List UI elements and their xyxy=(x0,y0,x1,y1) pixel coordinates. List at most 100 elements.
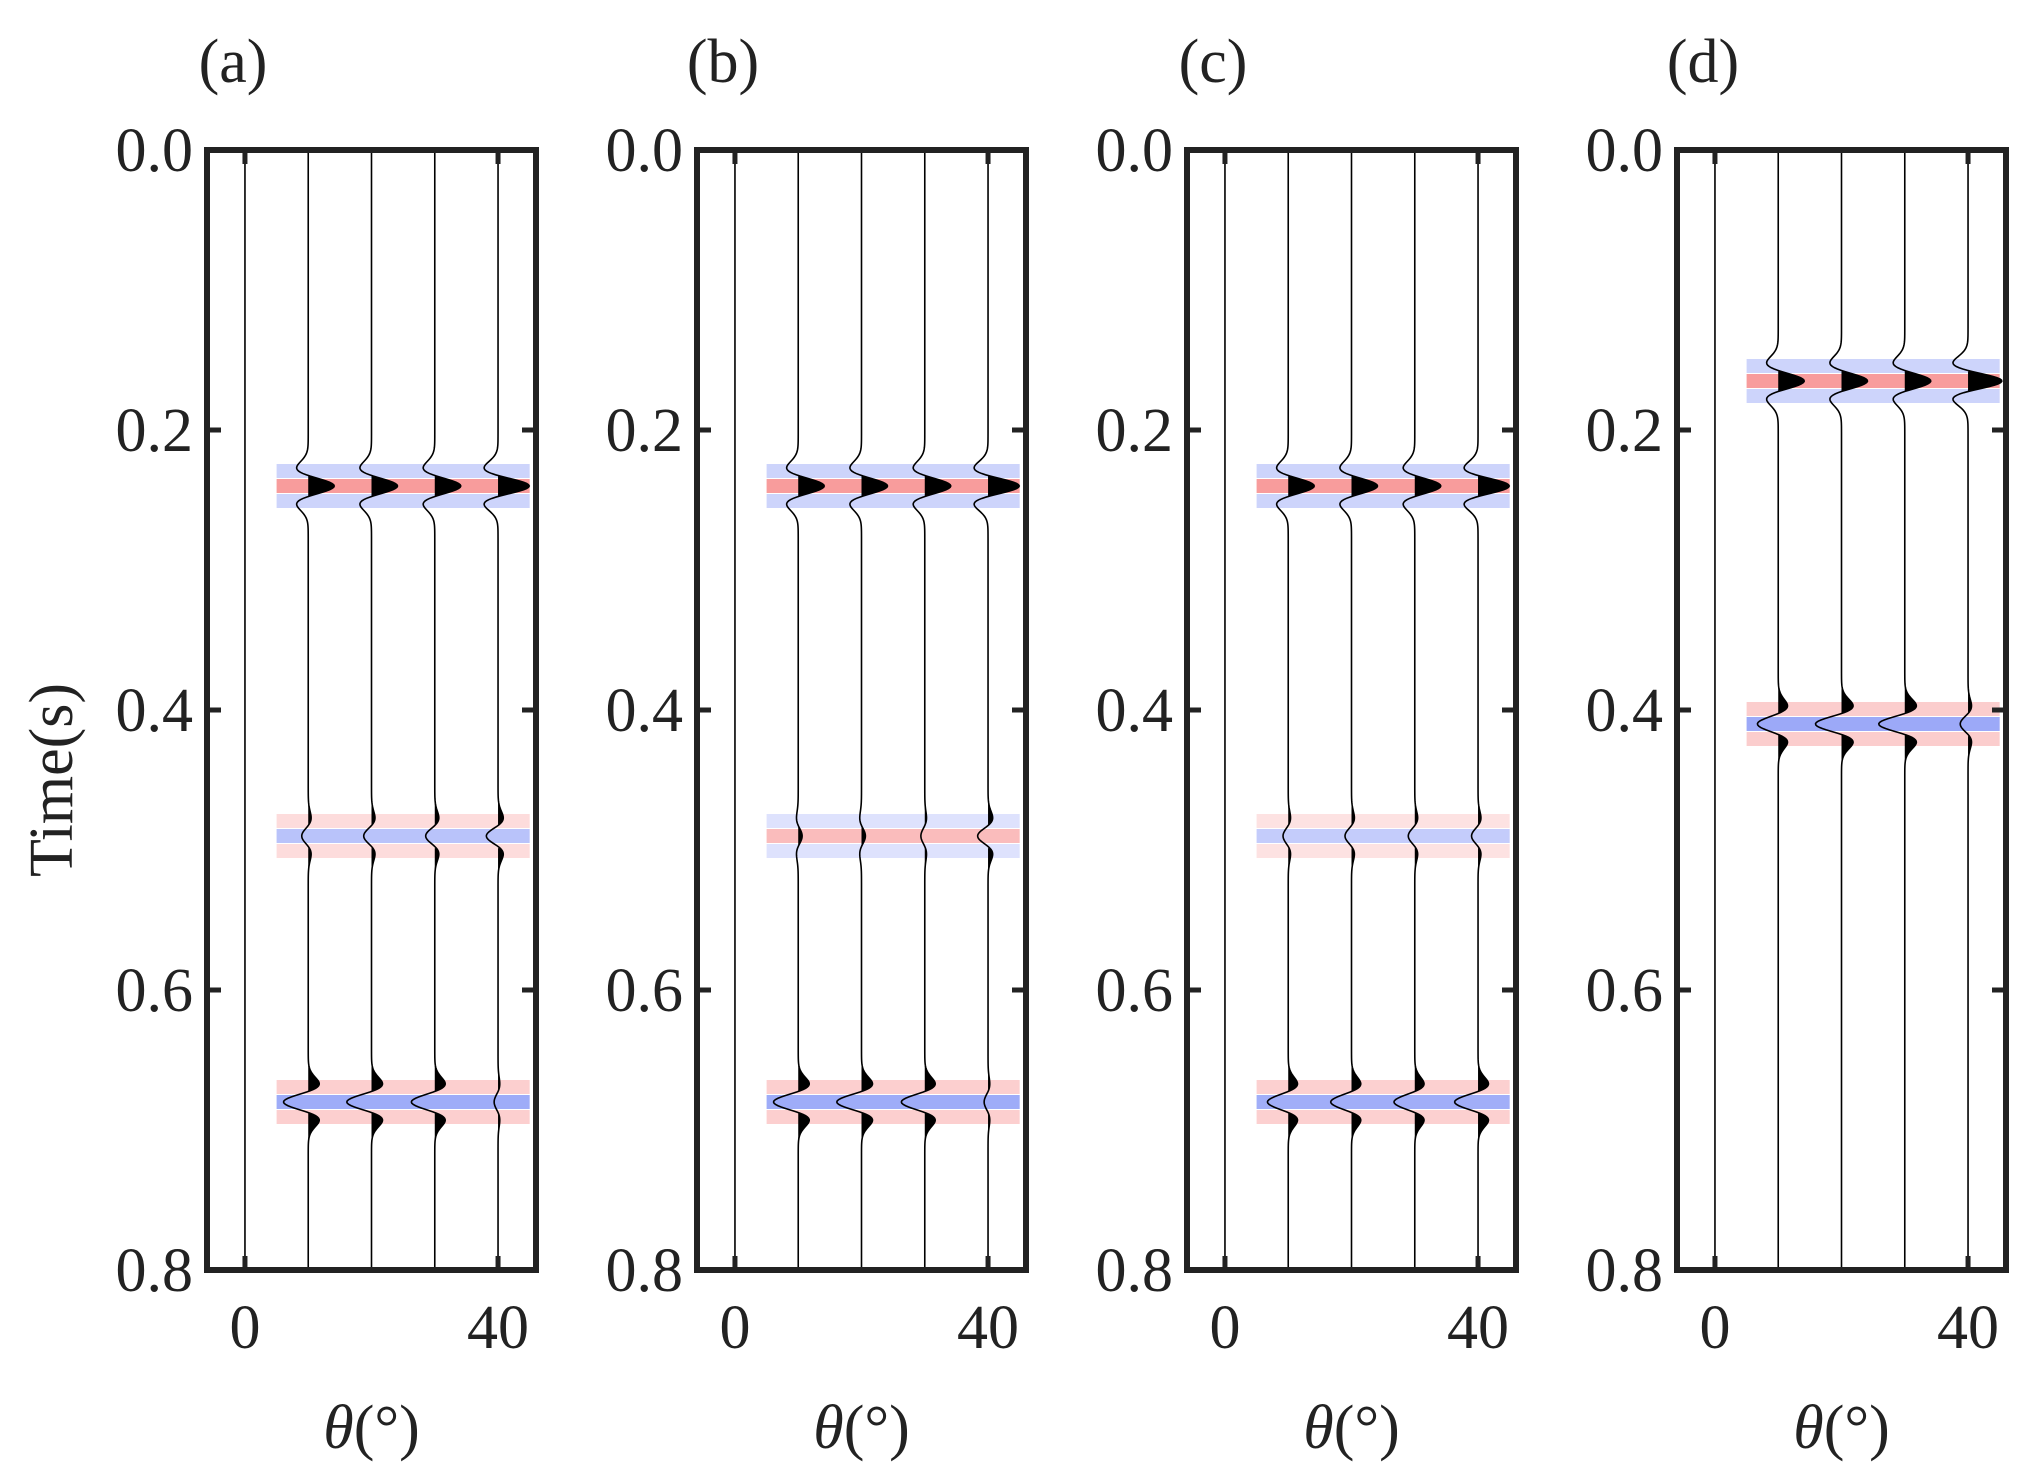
section-color-bands xyxy=(766,464,1020,1124)
panel-a-label: (a) xyxy=(199,28,268,96)
event-band-side-top xyxy=(276,814,530,828)
event-band-side-top xyxy=(766,814,1020,828)
x-axis-label-unit: (°) xyxy=(1824,1394,1890,1462)
trace-fill-lobe xyxy=(1478,1113,1489,1140)
wiggle-traces xyxy=(244,150,531,1270)
y-tick-label: 0.6 xyxy=(606,957,684,1025)
trace-10 xyxy=(282,150,336,1270)
trace-fill-lobe xyxy=(1288,476,1315,498)
x-tick-label: 40 xyxy=(957,1294,1019,1362)
x-tick-label: 0 xyxy=(1209,1294,1240,1362)
y-tick-label: 0.6 xyxy=(116,957,194,1025)
x-axis-label-unit: (°) xyxy=(844,1394,910,1462)
y-tick-label: 0.8 xyxy=(606,1237,684,1305)
trace-fill-lobe xyxy=(371,476,398,498)
x-tick-label: 0 xyxy=(719,1294,750,1362)
trace-fill-lobe xyxy=(1904,734,1917,763)
trace-fill-lobe xyxy=(308,476,335,498)
x-tick-label: 40 xyxy=(1937,1294,1999,1362)
event-band-side-top xyxy=(766,1080,1020,1094)
y-tick-label: 0.4 xyxy=(1586,677,1664,745)
panel-b-label: (b) xyxy=(687,28,759,96)
event-band-side-top xyxy=(766,464,1020,478)
trace-fill-lobe xyxy=(924,476,951,498)
y-tick-label: 0.2 xyxy=(116,397,194,465)
panel-d: (d) 0.0 0.2 0.4 0.6 0.8 0 40 θ(°) xyxy=(1586,28,2009,1462)
trace-10 xyxy=(772,150,826,1270)
section-color-bands xyxy=(1746,359,2000,746)
x-axis-label-symbol: θ xyxy=(813,1394,843,1462)
event-band-main xyxy=(276,1095,530,1109)
y-axis: 0.0 0.2 0.4 0.6 0.8 xyxy=(1096,117,1516,1305)
event-band-side-top xyxy=(276,1080,530,1094)
event-band-main xyxy=(1256,829,1510,843)
trace-20 xyxy=(1329,150,1379,1270)
event-band-main xyxy=(1256,1095,1510,1109)
panel-c: (c) 0.0 0.2 0.4 0.6 0.8 0 40 θ(°) xyxy=(1096,28,1519,1462)
trace-fill-lobe xyxy=(861,1113,873,1140)
event-band-side-bottom xyxy=(1746,389,2000,403)
event-band-main xyxy=(766,1095,1020,1109)
trace-fill-lobe xyxy=(861,476,888,498)
y-tick-label: 0.0 xyxy=(1586,117,1664,185)
trace-20 xyxy=(345,150,399,1270)
trace-40 xyxy=(1453,150,1511,1270)
panel-d-label: (d) xyxy=(1667,28,1739,96)
event-band-side-bottom xyxy=(276,844,530,858)
wiggle-traces xyxy=(1714,150,2003,1270)
trace-fill-lobe xyxy=(1288,1113,1298,1140)
event-band-main xyxy=(766,479,1020,493)
event-band-side-top xyxy=(1256,464,1510,478)
panel-b: (b) 0.0 0.2 0.4 0.6 0.8 0 40 θ(°) xyxy=(606,28,1029,1462)
event-band-main xyxy=(1746,717,2000,731)
x-tick-label: 0 xyxy=(1699,1294,1730,1362)
y-tick-label: 0.4 xyxy=(606,677,684,745)
y-tick-label: 0.4 xyxy=(1096,677,1174,745)
trace-fill-lobe xyxy=(1414,1113,1425,1140)
event-band-side-bottom xyxy=(1256,1110,1510,1124)
trace-30 xyxy=(410,150,462,1270)
y-axis: 0.0 0.2 0.4 0.6 0.8 xyxy=(606,117,1026,1305)
trace-fill-lobe xyxy=(498,476,530,498)
section-color-bands xyxy=(276,464,530,1124)
trace-fill-lobe xyxy=(1351,476,1378,498)
event-band-side-bottom xyxy=(766,1110,1020,1124)
trace-fill-lobe xyxy=(988,476,1020,498)
trace-40 xyxy=(1952,150,2003,1270)
event-band-side-bottom xyxy=(766,494,1020,508)
trace-fill-lobe xyxy=(1778,734,1788,762)
x-axis-label: θ(°) xyxy=(323,1394,420,1462)
event-band-main xyxy=(766,829,1020,843)
y-axis: 0.0 0.2 0.4 0.6 0.8 xyxy=(1586,117,2006,1305)
x-axis-label-symbol: θ xyxy=(1303,1394,1333,1462)
trace-20 xyxy=(835,150,889,1270)
trace-fill-lobe xyxy=(1841,734,1854,763)
x-axis-label: θ(°) xyxy=(813,1394,910,1462)
event-band-side-bottom xyxy=(276,494,530,508)
event-band-main xyxy=(1256,479,1510,493)
wiggle-traces xyxy=(734,150,1021,1270)
event-band-side-bottom xyxy=(1746,732,2000,746)
trace-fill-lobe xyxy=(308,1113,320,1140)
x-axis-label-unit: (°) xyxy=(354,1394,420,1462)
trace-fill-lobe xyxy=(1351,1113,1361,1140)
x-tick-label: 40 xyxy=(467,1294,529,1362)
trace-10 xyxy=(1756,150,1805,1270)
event-band-main xyxy=(1746,374,2000,388)
trace-fill-lobe xyxy=(924,1113,936,1140)
trace-fill-lobe xyxy=(798,1113,810,1140)
section-color-bands xyxy=(1256,464,1510,1124)
trace-fill-lobe xyxy=(434,476,461,498)
y-tick-label: 0.2 xyxy=(1586,397,1664,465)
trace-40 xyxy=(973,150,1021,1270)
x-axis: 0 40 xyxy=(229,150,529,1362)
y-tick-label: 0.6 xyxy=(1096,957,1174,1025)
y-tick-label: 0.8 xyxy=(1096,1237,1174,1305)
x-axis-label-symbol: θ xyxy=(1793,1394,1823,1462)
event-band-side-top xyxy=(276,464,530,478)
trace-30 xyxy=(1877,150,1932,1270)
trace-fill-lobe xyxy=(798,476,825,498)
panel-a: (a) Time(s) 0.0 0.2 0.4 0.6 0.8 0 40 θ(°) xyxy=(18,28,539,1462)
trace-fill-lobe xyxy=(1478,476,1510,498)
